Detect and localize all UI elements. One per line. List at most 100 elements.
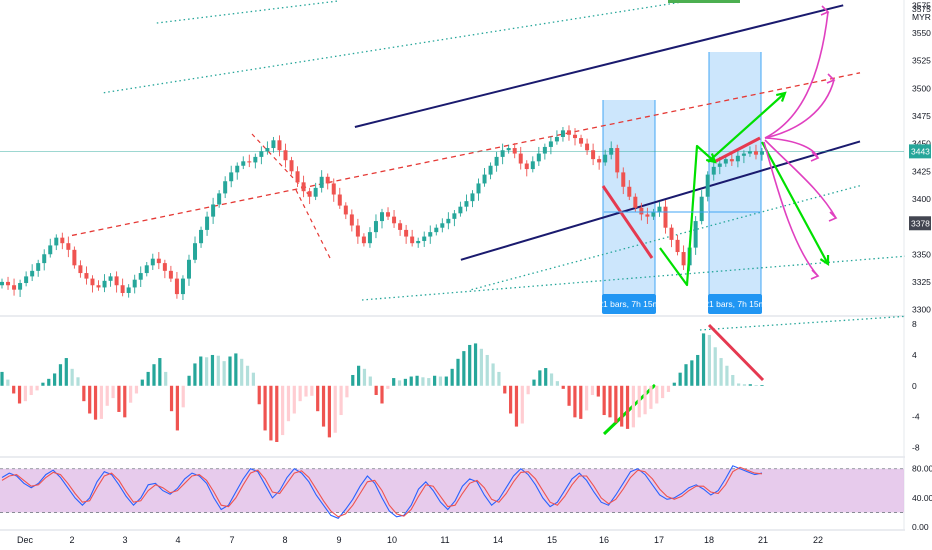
histogram-bar <box>228 356 232 386</box>
histogram-bar <box>573 385 577 418</box>
green-up-arrow-head <box>775 91 787 102</box>
candle-body <box>42 254 47 264</box>
candle-body <box>506 148 511 151</box>
candle-body <box>518 153 523 164</box>
histogram-bar <box>99 385 103 419</box>
red-trend-segment <box>707 323 765 382</box>
candle-body <box>60 237 65 244</box>
candle-body <box>723 159 728 164</box>
histogram-bar <box>123 385 127 418</box>
histogram-bar <box>491 363 495 386</box>
date-tick-label: Dec <box>17 535 34 545</box>
histogram-bar <box>637 385 641 418</box>
price-tick-label: 3400 <box>912 194 931 204</box>
histogram-bar <box>93 385 98 420</box>
axis-background <box>905 0 932 550</box>
histogram-bar <box>684 364 688 386</box>
price-tick-label: 3525 <box>912 56 931 66</box>
candle-body <box>48 245 53 255</box>
histogram-bar <box>164 371 168 386</box>
candle-body <box>603 154 608 163</box>
histogram-bar <box>608 385 612 418</box>
candle-body <box>554 136 559 142</box>
green-down-arrow-head <box>819 254 830 267</box>
candle-body <box>410 236 415 244</box>
histogram-bar <box>304 385 308 397</box>
histogram-bar <box>643 385 647 415</box>
histogram-bar <box>520 385 524 424</box>
histogram-bar <box>509 385 513 414</box>
histogram-bar <box>397 380 402 386</box>
price-tick-label: 3450 <box>912 139 931 149</box>
price-tick-label: 3325 <box>912 277 931 287</box>
histogram-bar <box>222 361 226 386</box>
candle-body <box>36 263 41 271</box>
histogram-bar <box>12 385 16 394</box>
candle-body <box>355 225 360 237</box>
histogram-bar <box>672 382 676 386</box>
histogram-bar <box>625 385 630 429</box>
range-box <box>603 100 655 312</box>
date-tick-label: 16 <box>599 535 609 545</box>
histogram-bar <box>327 385 331 438</box>
histogram-bar <box>742 384 747 386</box>
oscillator-tick-label: 8 <box>912 319 917 329</box>
candle-body <box>313 187 318 197</box>
candle-body <box>386 212 391 217</box>
oscillator-tick-label: -4 <box>912 412 920 422</box>
date-tick-label: 18 <box>704 535 714 545</box>
green-projection-arrow <box>659 144 716 287</box>
histogram-bar <box>427 378 431 386</box>
last-price-label: 3443 <box>911 146 930 156</box>
pivot-dashed-line <box>295 189 331 259</box>
candle-body <box>760 151 764 155</box>
histogram-bar <box>35 385 39 391</box>
candle-body <box>90 278 95 286</box>
candle-body <box>301 182 306 192</box>
histogram-bar <box>719 358 723 386</box>
histogram-bar <box>485 354 489 386</box>
histogram-bar <box>707 334 711 386</box>
candle-body <box>120 285 125 293</box>
histogram-bar <box>661 385 665 399</box>
candle-body <box>277 140 282 151</box>
histogram-bar <box>362 368 367 386</box>
histogram-bar <box>292 385 296 414</box>
candle-body <box>591 150 596 160</box>
candle-body <box>500 150 505 157</box>
histogram-bar <box>538 370 542 386</box>
red-trend-segment <box>601 185 654 259</box>
histogram-bar <box>111 385 115 399</box>
candle-body <box>398 223 403 230</box>
candle-body <box>434 227 439 233</box>
histogram-bar <box>561 385 565 389</box>
histogram-bar <box>579 385 583 419</box>
candle-body <box>174 278 179 295</box>
magenta-projection-arrow-head <box>826 73 836 84</box>
histogram-bar <box>321 385 326 427</box>
range-box <box>709 52 761 312</box>
candle-body <box>597 159 602 163</box>
price-tick-label: 3550 <box>912 28 931 38</box>
date-tick-label: 21 <box>758 535 768 545</box>
histogram-bar <box>386 385 390 389</box>
histogram-bar <box>58 364 63 386</box>
grid-lines <box>0 0 932 531</box>
candle-body <box>271 140 276 149</box>
candle-body <box>416 240 421 244</box>
histogram-bar <box>263 385 267 431</box>
magenta-projection-arrow <box>764 139 837 219</box>
candle-body <box>253 156 258 163</box>
candle-body <box>536 153 541 162</box>
histogram-bar <box>403 378 407 386</box>
histogram-bar <box>333 385 337 433</box>
candle-body <box>747 151 752 154</box>
stoch-tick-label: 40.00 <box>912 493 932 503</box>
candle-body <box>675 239 680 253</box>
candle-body <box>84 273 89 279</box>
histogram-bar <box>544 368 548 386</box>
histogram-bar <box>631 385 635 428</box>
histogram-bar <box>649 385 653 409</box>
candle-body <box>102 280 107 288</box>
histogram-bar <box>275 385 279 442</box>
